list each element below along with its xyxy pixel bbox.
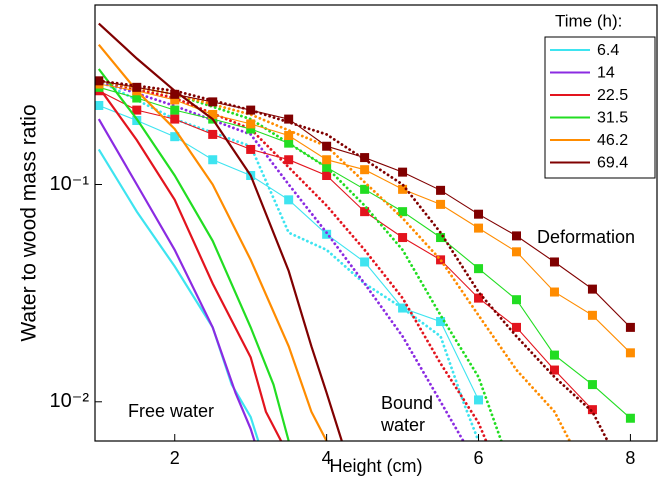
deformation-marker (322, 155, 332, 165)
deformation-marker (284, 114, 294, 124)
deformation-marker (549, 350, 559, 360)
deformation-marker (170, 89, 180, 99)
deformation-marker (170, 114, 180, 124)
free-water-line (97, 44, 328, 441)
deformation-marker (398, 184, 408, 194)
bound-water-line (97, 79, 609, 441)
y-tick-label: 10⁻¹ (50, 173, 90, 195)
deformation-marker (398, 167, 408, 177)
deformation-marker (549, 257, 559, 267)
deformation-marker (474, 264, 484, 274)
x-tick-label: 4 (322, 448, 332, 468)
legend-label: 14 (597, 65, 615, 82)
deformation-marker (436, 317, 446, 327)
x-tick-label: 2 (170, 448, 180, 468)
free-water-line (97, 118, 256, 441)
deformation-marker (132, 105, 142, 115)
deformation-marker (322, 229, 332, 239)
deformation-marker (360, 257, 370, 267)
deformation-marker (246, 144, 256, 154)
x-tick-label: 6 (474, 448, 484, 468)
deformation-marker (474, 209, 484, 219)
legend-label: 69.4 (597, 155, 628, 172)
bound-water-line (97, 79, 503, 441)
deformation-marker (360, 153, 370, 163)
deformation-marker (549, 287, 559, 297)
deformation-marker (322, 141, 332, 151)
deformation-marker (208, 155, 218, 165)
deformation-marker (360, 165, 370, 175)
x-axis-label: Height (cm) (329, 456, 422, 476)
deformation-marker (322, 162, 332, 172)
deformation-marker (246, 119, 256, 129)
deformation-marker (360, 184, 370, 194)
deformation-marker (284, 195, 294, 205)
deformation-marker (170, 95, 180, 105)
annotation: Free water (128, 401, 215, 421)
deformation-marker (625, 348, 635, 358)
deformation-marker (132, 93, 142, 103)
deformation-marker (208, 97, 218, 107)
deformation-marker (436, 233, 446, 243)
deformation-marker (436, 199, 446, 209)
deformation-marker (587, 380, 597, 390)
deformation-marker (170, 105, 180, 115)
deformation-marker (587, 284, 597, 294)
deformation-marker (208, 109, 218, 119)
deformation-marker (474, 223, 484, 233)
legend-label: 31.5 (597, 110, 628, 127)
free-water-line (97, 148, 260, 441)
free-water-line (97, 68, 290, 441)
deformation-marker (284, 138, 294, 148)
x-tick-label: 8 (625, 448, 635, 468)
deformation-marker (512, 231, 521, 241)
deformation-marker (625, 413, 635, 423)
deformation-marker (512, 322, 521, 332)
legend-box (544, 36, 656, 179)
deformation-marker (398, 207, 408, 217)
legend-label: 6.4 (597, 42, 619, 59)
plot-frame (94, 4, 658, 442)
deformation-marker (95, 100, 104, 110)
deformation-marker (246, 124, 256, 134)
plot-area (95, 22, 635, 441)
deformation-marker (208, 129, 218, 139)
deformation-marker (132, 82, 142, 92)
annotation: Bound water (381, 393, 434, 435)
free-water-line (98, 22, 343, 441)
deformation-marker (360, 207, 370, 217)
deformation-marker (398, 303, 408, 313)
deformation-marker (549, 365, 559, 375)
deformation-marker (587, 310, 597, 320)
deformation-marker (95, 76, 104, 86)
deformation-marker (284, 155, 294, 165)
deformation-line (98, 104, 479, 401)
deformation-marker (474, 293, 484, 303)
deformation-marker (512, 247, 521, 257)
y-axis-label: Water to wood mass ratio (18, 104, 41, 341)
free-water-line (97, 86, 283, 441)
legend-label: 22.5 (597, 87, 628, 104)
deformation-marker (246, 105, 256, 115)
legend-label: 46.2 (597, 132, 628, 149)
legend-title: Time (h): (555, 11, 622, 30)
deformation-marker (436, 185, 446, 195)
deformation-marker (587, 405, 597, 415)
deformation-marker (474, 395, 484, 405)
deformation-marker (170, 132, 180, 142)
annotation: Deformation (537, 227, 636, 247)
deformation-marker (284, 131, 294, 141)
deformation-line (98, 90, 593, 411)
deformation-marker (512, 295, 521, 305)
bound-water-line (97, 79, 465, 441)
deformation-marker (322, 171, 332, 181)
deformation-marker (625, 322, 635, 332)
deformation-marker (398, 233, 408, 243)
y-tick-label: 10⁻² (50, 390, 90, 412)
